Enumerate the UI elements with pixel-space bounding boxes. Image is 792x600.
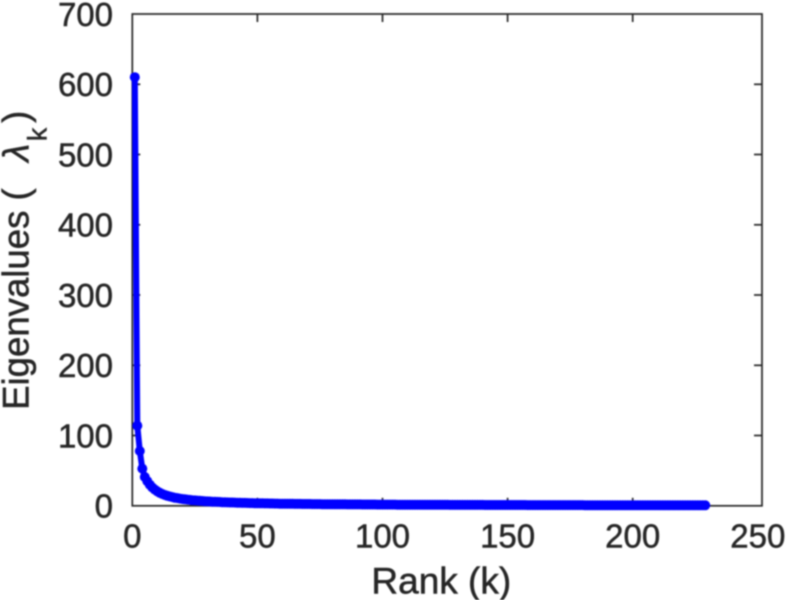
svg-text:50: 50 <box>239 518 276 555</box>
svg-text:200: 200 <box>58 347 113 384</box>
svg-text:400: 400 <box>58 207 113 244</box>
svg-text:300: 300 <box>58 277 113 314</box>
svg-text:Eigenvalues (: Eigenvalues ( <box>0 188 37 410</box>
svg-text:250: 250 <box>730 518 785 555</box>
svg-text:0: 0 <box>95 488 113 525</box>
svg-text:600: 600 <box>58 66 113 103</box>
svg-text:200: 200 <box>605 518 660 555</box>
svg-text:100: 100 <box>58 417 113 454</box>
svg-text:λ: λ <box>0 144 37 164</box>
svg-text:500: 500 <box>58 136 113 173</box>
svg-text:0: 0 <box>123 518 141 555</box>
svg-text:Rank (k): Rank (k) <box>371 561 511 600</box>
svg-text:150: 150 <box>480 518 535 555</box>
svg-text:700: 700 <box>58 0 113 33</box>
svg-text:100: 100 <box>355 518 410 555</box>
svg-text:): ) <box>0 111 37 123</box>
svg-text:k: k <box>22 127 52 141</box>
